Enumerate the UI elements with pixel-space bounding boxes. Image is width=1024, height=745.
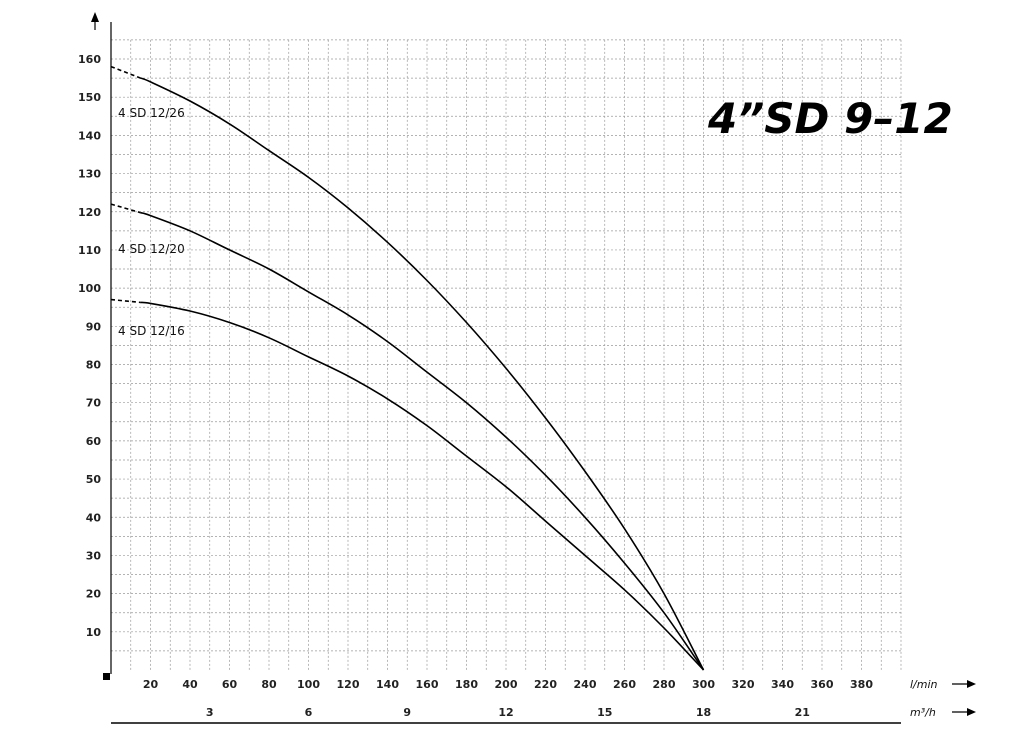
y-tick-label: 120 [78, 206, 101, 219]
x-tick-label: 160 [416, 678, 439, 691]
secondary-x-axis-unit: m³/h [910, 706, 936, 719]
series-curve-extension [110, 203, 141, 214]
series-curve-extension [110, 298, 141, 304]
origin-marker [103, 673, 110, 680]
x-axis-unit: l/min [910, 678, 938, 691]
x-tick-label: 100 [297, 678, 320, 691]
series-labels: 4 SD 12/26 4 SD 12/20 4 SD 12/16 [118, 106, 185, 338]
y-tick-label: 110 [78, 244, 101, 257]
tick-labels: 10 20 30 40 50 60 70 80 90 100 110 120 130 140 150 160 2… [78, 53, 873, 719]
y-tick-label: 150 [78, 91, 101, 104]
y-tick-label: 160 [78, 53, 101, 66]
series-curve [140, 301, 705, 671]
x2-tick-label: 9 [403, 706, 411, 719]
chart-title: 4”SD 9–12 [707, 94, 953, 143]
x-tick-label: 120 [337, 678, 360, 691]
x-tick-label: 140 [376, 678, 399, 691]
y-tick-label: 130 [78, 168, 101, 181]
x-unit-arrow-icon [967, 680, 976, 688]
y-tick-label: 60 [86, 435, 102, 448]
x-tick-label: 220 [534, 678, 557, 691]
x-tick-label: 340 [771, 678, 794, 691]
x-tick-label: 320 [732, 678, 755, 691]
x-tick-label: 180 [455, 678, 478, 691]
y-axis-arrow-icon [91, 12, 99, 22]
grid [111, 39, 902, 670]
series-curves [110, 65, 705, 671]
y-tick-label: 40 [86, 511, 102, 524]
x-tick-label: 360 [811, 678, 834, 691]
x2-tick-label: 15 [597, 706, 612, 719]
y-tick-label: 20 [86, 588, 102, 601]
axes [91, 12, 976, 724]
x-tick-label: 200 [495, 678, 518, 691]
y-tick-label: 90 [86, 320, 102, 333]
y-tick-label: 100 [78, 282, 101, 295]
y-tick-label: 10 [86, 626, 102, 639]
y-tick-label: 140 [78, 129, 101, 142]
series-label: 4 SD 12/20 [118, 242, 185, 256]
series-curve-extension [110, 65, 141, 79]
x-tick-label: 20 [143, 678, 159, 691]
x-tick-label: 80 [261, 678, 277, 691]
x2-tick-label: 21 [795, 706, 810, 719]
series-label: 4 SD 12/26 [118, 106, 185, 120]
y-tick-label: 50 [86, 473, 102, 486]
x2-tick-label: 3 [206, 706, 214, 719]
x-tick-label: 240 [574, 678, 597, 691]
series-label: 4 SD 12/16 [118, 324, 185, 338]
x2-unit-arrow-icon [967, 708, 976, 716]
x-tick-label: 40 [182, 678, 198, 691]
x-tick-label: 260 [613, 678, 636, 691]
x2-tick-label: 6 [305, 706, 313, 719]
series-curve [140, 211, 705, 671]
x-tick-label: 380 [850, 678, 873, 691]
x-tick-label: 280 [653, 678, 676, 691]
x2-tick-label: 12 [498, 706, 513, 719]
x-tick-label: 300 [692, 678, 715, 691]
y-tick-label: 30 [86, 549, 102, 562]
y-tick-label: 80 [86, 359, 102, 372]
y-tick-label: 70 [86, 397, 102, 410]
x2-tick-label: 18 [696, 706, 711, 719]
series-curve [140, 77, 705, 671]
x-tick-label: 60 [222, 678, 238, 691]
